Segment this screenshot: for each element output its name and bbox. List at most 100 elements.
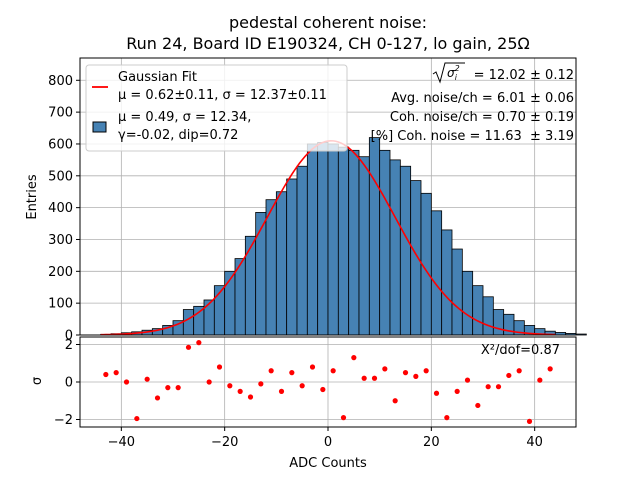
legend-fit-params: μ = 0.62±0.11, σ = 12.37±0.11 (118, 88, 327, 103)
main-y-tick-label: 600 (48, 137, 73, 152)
main-y-axis-label: Entries (25, 174, 40, 220)
histogram-bar (286, 178, 298, 336)
histogram-bar (348, 149, 360, 336)
residual-point (227, 383, 233, 389)
histogram-bar (441, 229, 453, 336)
residual-y-tick-label: −2 (54, 413, 73, 428)
residual-point (320, 386, 326, 393)
x-tick-label: 20 (423, 435, 440, 450)
histogram-bar (327, 143, 339, 336)
main-y-tick-label: 0 (65, 329, 73, 344)
histogram-bar (317, 141, 329, 336)
residual-point (537, 377, 543, 383)
x-tick-label: −20 (211, 435, 238, 450)
residual-point (247, 394, 254, 400)
residual-point (464, 377, 471, 383)
residual-point (154, 395, 161, 401)
residual-point (444, 415, 450, 421)
residual-point (196, 340, 202, 346)
main-y-tick-label: 500 (48, 169, 73, 184)
residual-x-ticks: −40 −20 0 20 40 (108, 427, 543, 450)
residual-point (382, 366, 388, 372)
residual-point (144, 376, 150, 382)
residual-point (433, 390, 440, 396)
legend-hist-swatch (92, 121, 107, 133)
residual-y-tick-label: 2 (65, 338, 73, 353)
residual-point (475, 402, 481, 409)
residual-point (206, 379, 212, 385)
residual-point (371, 375, 378, 381)
residual-y-ticks: −2 0 2 (54, 338, 80, 428)
residual-point (516, 368, 522, 374)
x-tick-label: 0 (324, 435, 332, 450)
x-tick-label: 40 (526, 435, 543, 450)
residual-point (185, 344, 192, 350)
histogram-bar (575, 333, 587, 336)
residual-point (103, 371, 109, 378)
residual-point (216, 364, 223, 370)
x-tick-label: −40 (108, 435, 135, 450)
histogram-bar (203, 299, 215, 336)
main-y-tick-label: 300 (48, 233, 73, 248)
residual-point (258, 381, 264, 387)
histogram-bar (193, 305, 205, 336)
residual-point (402, 370, 409, 376)
histogram-bar (337, 146, 350, 336)
residual-y-tick-label: 0 (65, 376, 73, 391)
residual-point (237, 388, 243, 394)
residual-point (309, 364, 316, 370)
residual-point (289, 370, 295, 376)
legend-hist-skew-dip: γ=-0.02, dip=0.72 (118, 128, 238, 143)
avg-noise-text: Avg. noise/ch = 6.01 ± 0.06 (391, 91, 574, 106)
main-y-ticks: 0 100 200 300 400 500 600 700 800 (48, 74, 80, 344)
histogram-bars (100, 137, 587, 336)
coh-noise-percent-text: [%] Coh. noise = 11.63 ± 3.19 (371, 129, 574, 144)
sqrt-sigma-value: = 12.02 ± 0.12 (470, 68, 574, 83)
histogram-bar (379, 149, 391, 336)
histogram-bar (472, 285, 484, 336)
legend-box (85, 64, 348, 152)
histogram-bar (410, 180, 422, 336)
histogram-bar (275, 191, 288, 336)
x-axis-label: ADC Counts (289, 456, 367, 471)
main-y-tick-label: 200 (48, 265, 73, 280)
histogram-bar (399, 165, 412, 336)
residual-point (351, 355, 357, 361)
histogram-bar (430, 210, 443, 336)
residual-point (413, 373, 419, 379)
residual-point (485, 384, 491, 390)
coh-noise-text: Coh. noise/ch = 0.70 ± 0.19 (390, 110, 574, 125)
residual-point (361, 375, 367, 381)
residual-point (165, 385, 171, 391)
residual-point (547, 366, 553, 372)
sigma-i-squared-symbol: σ2 i (447, 64, 460, 82)
histogram-bar (389, 159, 401, 336)
residual-point (330, 368, 336, 374)
histogram-bar (296, 165, 308, 336)
chi2-dof-annotation: X²/dof=0.87 (481, 343, 560, 358)
histogram-bar (482, 296, 494, 336)
main-y-tick-label: 100 (48, 297, 73, 312)
histogram-bar (451, 248, 463, 336)
histogram-bar (306, 143, 319, 336)
histogram-bar (461, 270, 474, 336)
residual-point (134, 415, 140, 422)
residual-points (103, 340, 553, 424)
main-plot-frame (79, 57, 577, 336)
residual-point (113, 370, 119, 376)
residual-grid (80, 337, 576, 427)
legend: Gaussian Fit μ = 0.62±0.11, σ = 12.37±0.… (85, 64, 348, 152)
histogram-bar (368, 137, 381, 336)
residual-point (340, 415, 347, 421)
main-y-tick-label: 400 (48, 201, 73, 216)
residual-point (392, 398, 398, 404)
residual-point (175, 385, 181, 391)
residual-point (299, 383, 305, 389)
histogram-bar (358, 156, 370, 336)
residual-point (495, 384, 502, 390)
residual-point (454, 388, 460, 394)
histogram-bar (492, 309, 505, 336)
main-y-tick-label: 800 (48, 74, 73, 89)
